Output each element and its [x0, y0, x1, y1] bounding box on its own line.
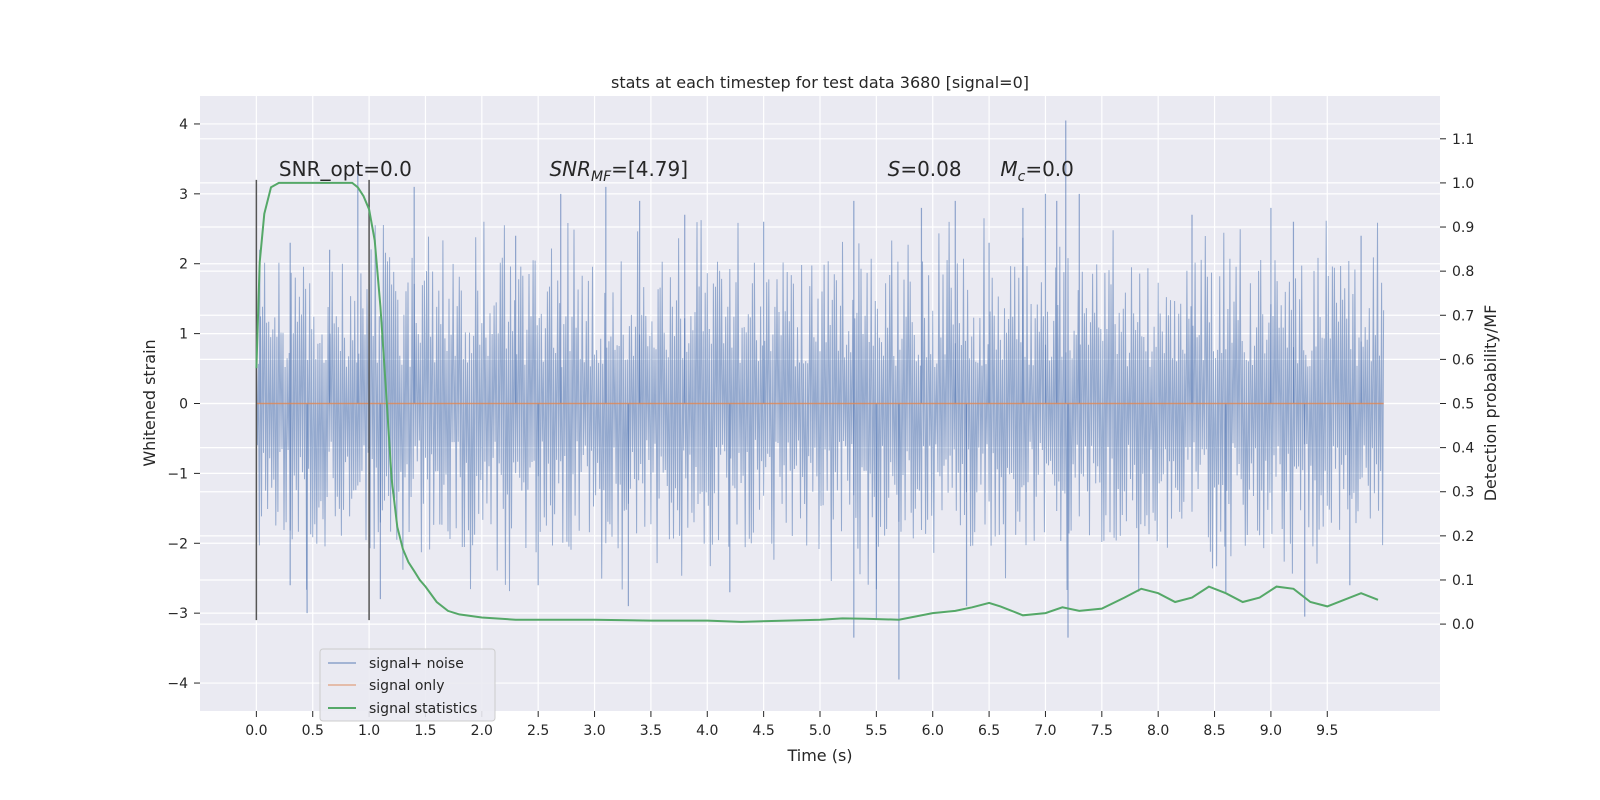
y2-tick-label: 0.4	[1452, 441, 1474, 457]
y-tick-label: 1	[179, 327, 188, 343]
y-tick-label: 0	[179, 397, 188, 413]
x-tick-label: 4.5	[753, 723, 775, 739]
x-tick-label: 6.5	[978, 723, 1000, 739]
y2-tick-label: 0.9	[1452, 220, 1474, 236]
x-tick-label: 2.0	[471, 723, 493, 739]
y2-tick-label: 0.8	[1452, 264, 1474, 280]
y2-tick-label: 0.2	[1452, 529, 1474, 545]
x-tick-label: 1.5	[414, 723, 436, 739]
y2-tick-label: 0.3	[1452, 485, 1474, 501]
x-tick-label: 9.0	[1260, 723, 1282, 739]
x-tick-label: 8.5	[1203, 723, 1225, 739]
x-tick-label: 5.5	[865, 723, 887, 739]
x-tick-label: 0.5	[302, 723, 324, 739]
signal-statistics-line	[255, 181, 1379, 623]
legend: signal+ noise signal only signal statist…	[319, 648, 496, 722]
annotation-3: Mc=0.0	[1000, 157, 1074, 185]
y-tick-label: 2	[179, 257, 188, 273]
y-tick-label: −1	[167, 466, 188, 482]
x-tick-label: 2.5	[527, 723, 549, 739]
noise-series-layer	[255, 120, 1385, 680]
y2-tick-label: 1.0	[1452, 176, 1474, 192]
y2-axis-label: Detection probability/MF	[1481, 305, 1500, 502]
tick-label-layer: 0.0 0.5 1.0 1.5 2.0 2.5 3.0 3.5 4.0 4.5 5.0 5.5 6.0 6…	[167, 117, 1474, 739]
legend-box	[319, 648, 496, 722]
y2-tick-label: 1.1	[1452, 132, 1474, 148]
vertical-lines-layer	[255, 179, 370, 621]
y-axis-label: Whitened strain	[140, 339, 159, 466]
noise-trace	[255, 218, 1385, 592]
y-tick-label: 3	[179, 187, 188, 203]
x-tick-label: 4.0	[696, 723, 718, 739]
y-tick-label: −2	[167, 536, 188, 552]
legend-label-stats: signal statistics	[369, 701, 477, 717]
annotation-layer: SNR_opt=0.0 SNRMF=[4.79] S=0.08 Mc=0.0	[279, 157, 1074, 185]
y-tick-label: −4	[167, 676, 188, 692]
annotation-1: SNRMF=[4.79]	[549, 157, 688, 185]
y2-tick-label: 0.5	[1452, 397, 1474, 413]
annotation-2: S=0.08	[888, 157, 962, 181]
annotation-0: SNR_opt=0.0	[279, 157, 412, 181]
x-tick-label: 3.5	[640, 723, 662, 739]
x-tick-label: 6.0	[922, 723, 944, 739]
x-tick-label: 0.0	[245, 723, 267, 739]
x-tick-label: 7.0	[1034, 723, 1056, 739]
legend-label-noise: signal+ noise	[369, 656, 464, 672]
signal-statistics-layer	[255, 181, 1379, 623]
y-tick-label: −3	[167, 606, 188, 622]
x-tick-label: 9.5	[1316, 723, 1338, 739]
x-tick-label: 1.0	[358, 723, 380, 739]
chart-title: stats at each timestep for test data 368…	[611, 73, 1029, 92]
y2-tick-label: 0.6	[1452, 352, 1474, 368]
x-tick-label: 5.0	[809, 723, 831, 739]
x-axis-label: Time (s)	[786, 746, 852, 765]
y2-tick-label: 0.7	[1452, 308, 1474, 324]
x-tick-label: 7.5	[1091, 723, 1113, 739]
y-tick-label: 4	[179, 117, 188, 133]
x-tick-label: 8.0	[1147, 723, 1169, 739]
legend-label-signal: signal only	[369, 678, 444, 694]
y2-tick-label: 0.0	[1452, 617, 1474, 633]
y2-tick-label: 0.1	[1452, 573, 1474, 589]
x-tick-label: 3.0	[583, 723, 605, 739]
